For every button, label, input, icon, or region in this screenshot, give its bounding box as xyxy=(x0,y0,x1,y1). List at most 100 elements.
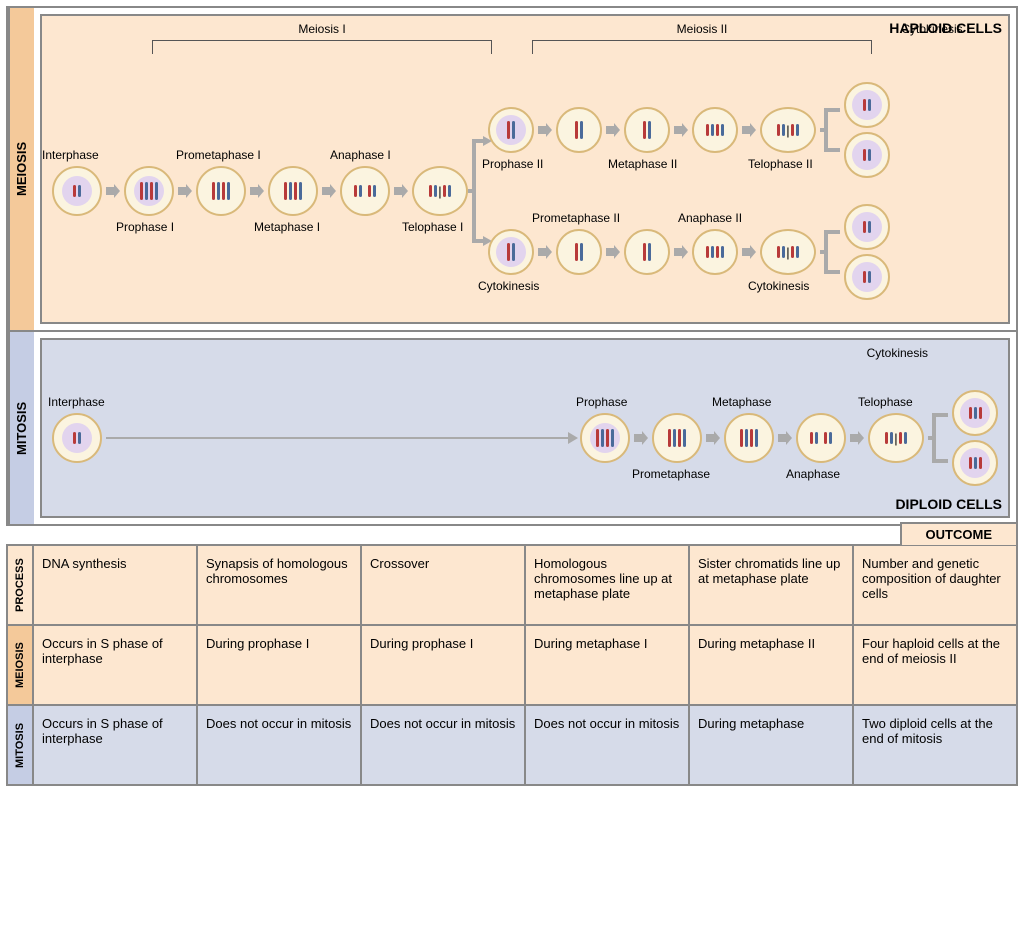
arrow-icon xyxy=(674,123,688,137)
diagram-container: MEIOSIS HAPLOID CELLS Meiosis I Meiosis … xyxy=(6,6,1018,786)
metaphase2-label: Metaphase II xyxy=(608,157,677,171)
cytokinesis-label-1: Cytokinesis xyxy=(478,279,539,293)
long-arrow xyxy=(106,437,576,439)
cell-prometaphase2-a xyxy=(556,107,602,153)
mitosis-cell: Does not occur in mitosis xyxy=(525,705,689,785)
haploid-cell xyxy=(844,254,890,300)
meiosis-panel: HAPLOID CELLS Meiosis I Meiosis II Cytok… xyxy=(40,14,1010,324)
metaphase1-label: Metaphase I xyxy=(254,220,320,234)
prophase2-label: Prophase II xyxy=(482,157,543,171)
mitosis-interphase-label: Interphase xyxy=(48,395,105,409)
mitosis-prophase-label: Prophase xyxy=(576,395,627,409)
meiosis-cell: Occurs in S phase of interphase xyxy=(33,625,197,705)
cell-mitosis-prometaphase xyxy=(652,413,702,463)
meiosis2-bracket-label: Meiosis II xyxy=(677,22,728,36)
arrow-icon xyxy=(634,431,648,445)
cell-prophase2-a xyxy=(488,107,534,153)
arrow-icon xyxy=(850,431,864,445)
comparison-table-wrap: OUTCOME PROCESS DNA synthesis Synapsis o… xyxy=(6,544,1018,786)
cell-mitosis-interphase xyxy=(52,413,102,463)
mitosis-cell: Does not occur in mitosis xyxy=(361,705,525,785)
arrow-icon xyxy=(394,184,408,198)
prophase1-label: Prophase I xyxy=(116,220,174,234)
mitosis-cell: Does not occur in mitosis xyxy=(197,705,361,785)
meiosis2-top-flow: Prophase II Metaphase II Telophase II xyxy=(488,82,890,178)
cell-interphase xyxy=(52,166,102,216)
process-cell: Homologous chromosomes line up at metaph… xyxy=(525,545,689,625)
mitosis-prometaphase-label: Prometaphase xyxy=(632,467,710,481)
prometaphase1-label: Prometaphase I xyxy=(176,148,261,162)
branch-small xyxy=(820,222,840,282)
cell-prometaphase2-b xyxy=(556,229,602,275)
meiosis-cell: During metaphase I xyxy=(525,625,689,705)
mitosis-anaphase-label: Anaphase xyxy=(786,467,840,481)
meiosis1-bracket xyxy=(152,40,492,54)
meiosis2-column: Prophase II Metaphase II Telophase II xyxy=(488,82,890,300)
mitosis-cell: Two diploid cells at the end of mitosis xyxy=(853,705,1017,785)
cell-metaphase2-a xyxy=(624,107,670,153)
comparison-table: PROCESS DNA synthesis Synapsis of homolo… xyxy=(6,544,1018,786)
arrow-icon xyxy=(250,184,264,198)
table-row-mitosis: MITOSIS Occurs in S phase of interphase … xyxy=(7,705,1017,785)
cell-prophase1 xyxy=(124,166,174,216)
process-cell: Number and genetic composition of daught… xyxy=(853,545,1017,625)
cell-metaphase1 xyxy=(268,166,318,216)
meiosis-cell: During prophase I xyxy=(197,625,361,705)
telophase2-label: Telophase II xyxy=(748,157,813,171)
cytokinesis-top-label: Cytokinesis xyxy=(901,22,962,36)
meiosis2-bottom-flow: Cytokinesis Prometaphase II Anaphase II xyxy=(488,204,890,300)
process-cell: Sister chromatids line up at metaphase p… xyxy=(689,545,853,625)
arrow-icon xyxy=(706,431,720,445)
process-cell: Synapsis of homologous chromosomes xyxy=(197,545,361,625)
haploid-cell xyxy=(844,82,890,128)
mitosis-panel-row: MITOSIS DIPLOID CELLS Cytokinesis Interp… xyxy=(6,330,1018,526)
meiosis-cell: During prophase I xyxy=(361,625,525,705)
cell-mitosis-prophase xyxy=(580,413,630,463)
arrow-icon xyxy=(538,123,552,137)
arrow-icon xyxy=(322,184,336,198)
cell-telophase2-b: | xyxy=(760,229,816,275)
mitosis-metaphase-label: Metaphase xyxy=(712,395,771,409)
mitosis-cell: During metaphase xyxy=(689,705,853,785)
cell-metaphase2-b xyxy=(624,229,670,275)
meiosis-row-header: MEIOSIS xyxy=(7,625,33,705)
arrow-icon xyxy=(606,245,620,259)
haploid-cell xyxy=(844,204,890,250)
process-row-header: PROCESS xyxy=(7,545,33,625)
meiosis1-bracket-label: Meiosis I xyxy=(298,22,345,36)
prometaphase2-label: Prometaphase II xyxy=(532,211,620,225)
arrow-icon xyxy=(742,123,756,137)
meiosis-vertical-label: MEIOSIS xyxy=(8,8,34,330)
arrow-icon xyxy=(106,184,120,198)
branch-mitosis xyxy=(928,403,948,473)
haploid-outcome-b xyxy=(844,204,890,300)
cell-mitosis-metaphase xyxy=(724,413,774,463)
meiosis-cell: During metaphase II xyxy=(689,625,853,705)
cell-prophase2-b xyxy=(488,229,534,275)
meiosis1-flow: Interphase Prophase I Prometaphase I Met… xyxy=(52,166,468,216)
arrow-icon xyxy=(606,123,620,137)
cytokinesis-mitosis-label: Cytokinesis xyxy=(867,346,928,360)
arrow-icon xyxy=(742,245,756,259)
meiosis2-bracket xyxy=(532,40,872,54)
mitosis-cell: Occurs in S phase of interphase xyxy=(33,705,197,785)
arrow-icon xyxy=(778,431,792,445)
cell-telophase1: | xyxy=(412,166,468,216)
process-cell: Crossover xyxy=(361,545,525,625)
mitosis-vertical-label: MITOSIS xyxy=(8,332,34,524)
table-row-process: PROCESS DNA synthesis Synapsis of homolo… xyxy=(7,545,1017,625)
table-row-meiosis: MEIOSIS Occurs in S phase of interphase … xyxy=(7,625,1017,705)
arrow-icon xyxy=(538,245,552,259)
mitosis-telophase-label: Telophase xyxy=(858,395,913,409)
diploid-cell xyxy=(952,390,998,436)
mitosis-row-header: MITOSIS xyxy=(7,705,33,785)
interphase-label: Interphase xyxy=(42,148,99,162)
telophase1-label: Telophase I xyxy=(402,220,463,234)
diploid-cell xyxy=(952,440,998,486)
cell-mitosis-telophase: | xyxy=(868,413,924,463)
arrow-icon xyxy=(178,184,192,198)
diploid-cells-title: DIPLOID CELLS xyxy=(895,496,1002,512)
arrow-icon xyxy=(674,245,688,259)
meiosis-panel-row: MEIOSIS HAPLOID CELLS Meiosis I Meiosis … xyxy=(6,6,1018,330)
cytokinesis-label-2: Cytokinesis xyxy=(748,279,809,293)
